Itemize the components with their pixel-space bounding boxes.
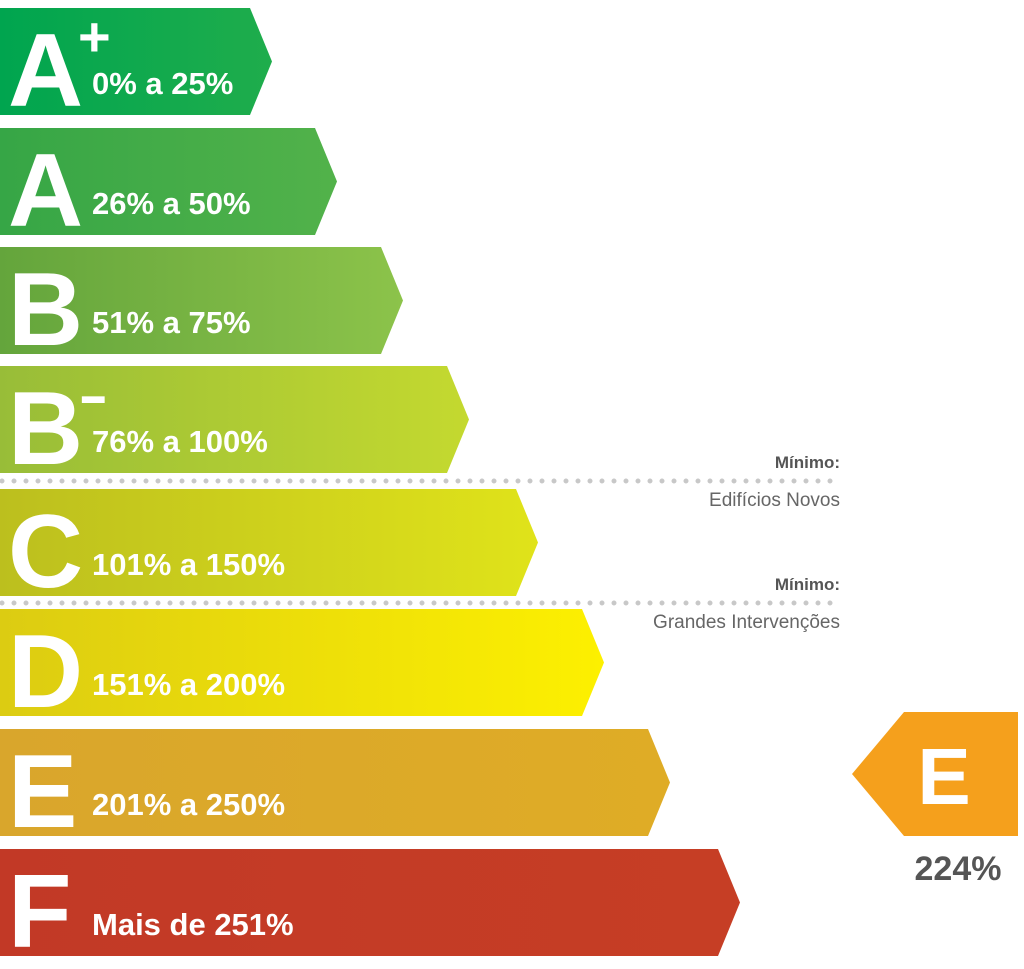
threshold-title: Mínimo: — [775, 453, 840, 472]
result-letter: E — [917, 732, 970, 821]
class-bar — [0, 366, 469, 473]
class-letter: C — [8, 494, 83, 610]
class-range: 201% a 250% — [92, 787, 285, 822]
class-range: 151% a 200% — [92, 667, 285, 702]
class-letter: B — [8, 252, 83, 368]
class-bar — [0, 729, 670, 836]
class-letter: B — [8, 371, 83, 487]
class-range: 0% a 25% — [92, 66, 233, 101]
class-bar — [0, 247, 403, 354]
result-value: 224% — [915, 850, 1002, 888]
class-letter: A — [8, 13, 83, 129]
class-letter: F — [8, 854, 72, 969]
class-range: 51% a 75% — [92, 305, 251, 340]
class-bar — [0, 849, 740, 956]
result-arrow — [852, 712, 1018, 836]
threshold-label: Edifícios Novos — [709, 490, 840, 511]
class-range: 76% a 100% — [92, 424, 268, 459]
class-sup: - — [78, 363, 108, 426]
class-bar — [0, 128, 337, 235]
class-letter: D — [8, 614, 83, 730]
class-letter: E — [8, 734, 77, 850]
class-range: 26% a 50% — [92, 186, 251, 221]
class-bar — [0, 8, 272, 115]
class-letter: A — [8, 133, 83, 249]
class-sup: + — [78, 5, 111, 68]
class-range: 101% a 150% — [92, 547, 285, 582]
class-bar — [0, 609, 604, 716]
threshold-label: Grandes Intervenções — [653, 612, 840, 633]
threshold-title: Mínimo: — [775, 575, 840, 594]
class-bar — [0, 489, 538, 596]
class-range: Mais de 251% — [92, 907, 294, 942]
